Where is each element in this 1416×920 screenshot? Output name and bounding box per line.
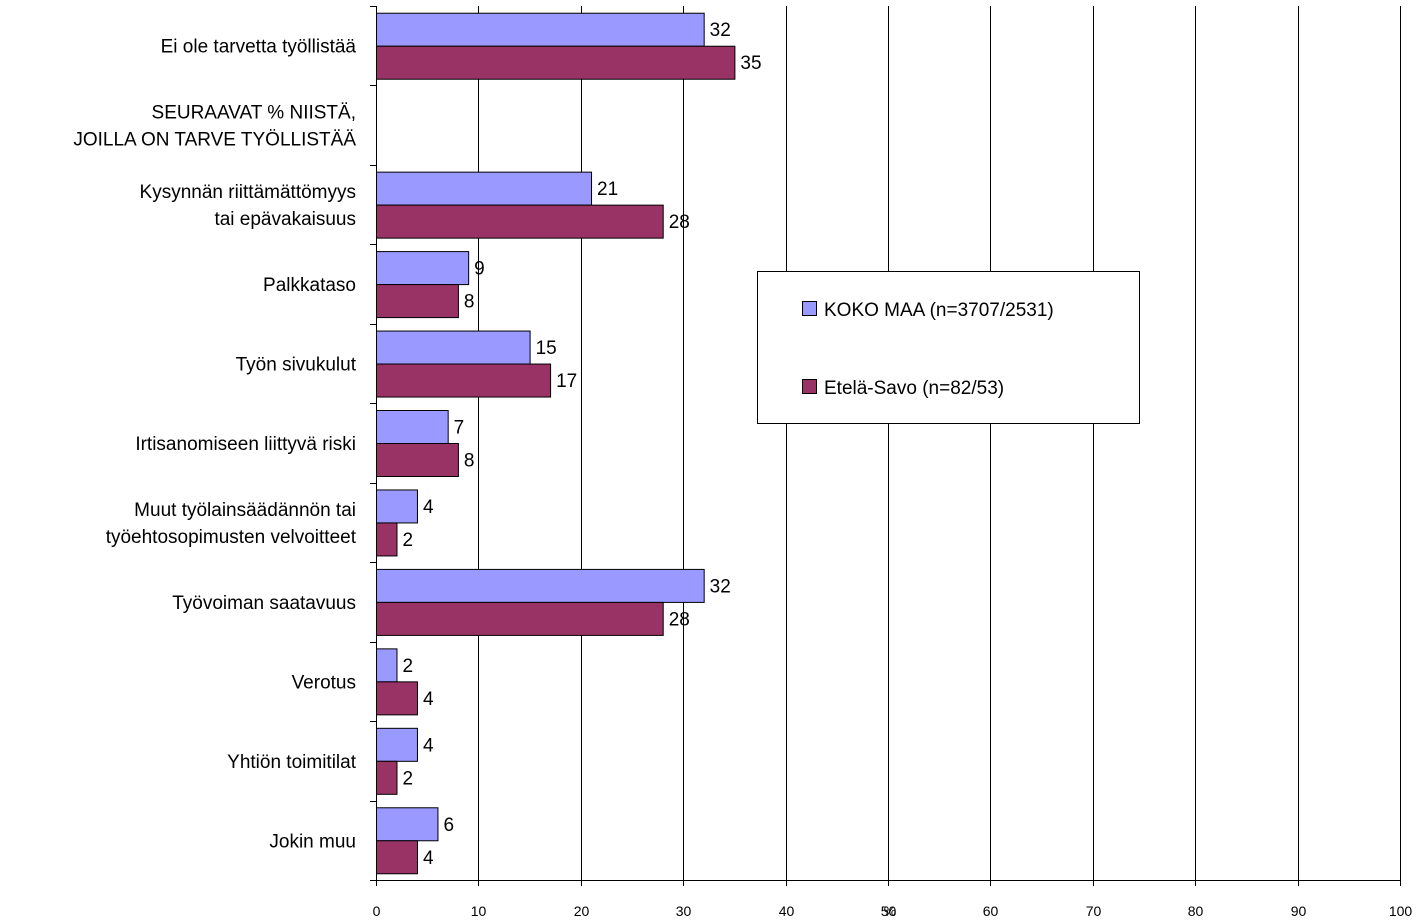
- data-label: 2: [402, 656, 413, 677]
- data-label: 15: [536, 338, 557, 359]
- x-tick-label: 30: [676, 903, 692, 919]
- category-label: Yhtiön toimitilat: [227, 752, 357, 773]
- legend-entry: KOKO MAA (n=3707/2531): [824, 300, 1054, 321]
- x-tick-label: 60: [983, 903, 999, 919]
- data-label: 28: [669, 212, 690, 233]
- category-label: tai epävakaisuus: [214, 209, 356, 230]
- x-tick-label: 100: [1389, 903, 1413, 919]
- data-label: 8: [464, 292, 475, 313]
- bar: [376, 284, 459, 319]
- bar: [376, 171, 593, 206]
- category-label: Irtisanomiseen liittyvä riski: [135, 434, 356, 455]
- bar: [376, 251, 470, 286]
- x-tick-label: 70: [1086, 903, 1102, 919]
- x-tick-label: 40: [779, 903, 795, 919]
- data-label: 4: [423, 735, 434, 756]
- x-axis-label: %: [884, 903, 896, 919]
- legend-box: [757, 271, 1140, 424]
- data-label: 35: [740, 53, 761, 74]
- category-label: työehtosopimusten velvoitteet: [106, 527, 357, 548]
- category-label: SEURAAVAT % NIISTÄ,: [152, 103, 356, 124]
- data-label: 2: [402, 530, 413, 551]
- x-tick-label: 0: [373, 903, 381, 919]
- bar: [376, 12, 705, 47]
- gridlines: [478, 6, 1401, 880]
- bar: [376, 204, 664, 239]
- data-label: 4: [423, 848, 434, 869]
- bar: [376, 363, 552, 398]
- data-label: 21: [597, 179, 618, 200]
- data-label: 6: [443, 815, 454, 836]
- bar: [376, 489, 418, 524]
- category-label: Palkkataso: [263, 275, 356, 296]
- data-label: 28: [669, 609, 690, 630]
- x-tick-label: 20: [574, 903, 590, 919]
- x-tick-label: 80: [1188, 903, 1204, 919]
- bar: [376, 568, 705, 603]
- labels: Ei ole tarvetta työllistää SEURAAVAT % NI…: [73, 20, 761, 869]
- bars: [376, 12, 736, 875]
- x-tick-label: 90: [1291, 903, 1307, 919]
- bar: [376, 522, 398, 557]
- data-label: 9: [474, 259, 485, 280]
- axes: 0 10 20 30 40 50 60 70 80 90 100%: [370, 6, 1412, 919]
- bar: [376, 840, 418, 875]
- data-label: 2: [402, 768, 413, 789]
- data-label: 4: [423, 689, 434, 710]
- data-label: 32: [710, 20, 731, 41]
- legend-swatch: [802, 379, 817, 394]
- category-label: Muut työlainsäädännön tai: [134, 500, 356, 521]
- category-label: JOILLA ON TARVE TYÖLLISTÄÄ: [73, 130, 356, 151]
- data-label: 32: [710, 576, 731, 597]
- data-label: 17: [556, 371, 577, 392]
- category-label: Kysynnän riittämättömyys: [140, 182, 356, 203]
- category-label: Jokin muu: [269, 831, 356, 852]
- bar: [376, 330, 531, 365]
- category-label: Ei ole tarvetta työllistää: [161, 37, 357, 58]
- bar: [376, 760, 398, 795]
- bar: [376, 681, 418, 716]
- category-label: Työvoiman saatavuus: [172, 593, 356, 614]
- bar: [376, 648, 398, 683]
- x-tick-label: 10: [471, 903, 487, 919]
- bar: [376, 727, 418, 762]
- legend-entry: Etelä-Savo (n=82/53): [824, 378, 1004, 399]
- legend-swatch: [802, 301, 817, 316]
- bar: [376, 601, 664, 636]
- category-label: Verotus: [292, 672, 356, 693]
- data-label: 8: [464, 451, 475, 472]
- x-tick-label: 50: [881, 903, 897, 919]
- legend: KOKO MAA (n=3707/2531) Etelä-Savo (n=82/5…: [757, 271, 1140, 424]
- bar: [376, 443, 459, 477]
- bar: [376, 45, 736, 80]
- data-label: 7: [454, 418, 465, 439]
- bar: [376, 807, 439, 842]
- category-label: Työn sivukulut: [236, 355, 357, 376]
- data-label: 4: [423, 497, 434, 518]
- bar: [376, 410, 449, 444]
